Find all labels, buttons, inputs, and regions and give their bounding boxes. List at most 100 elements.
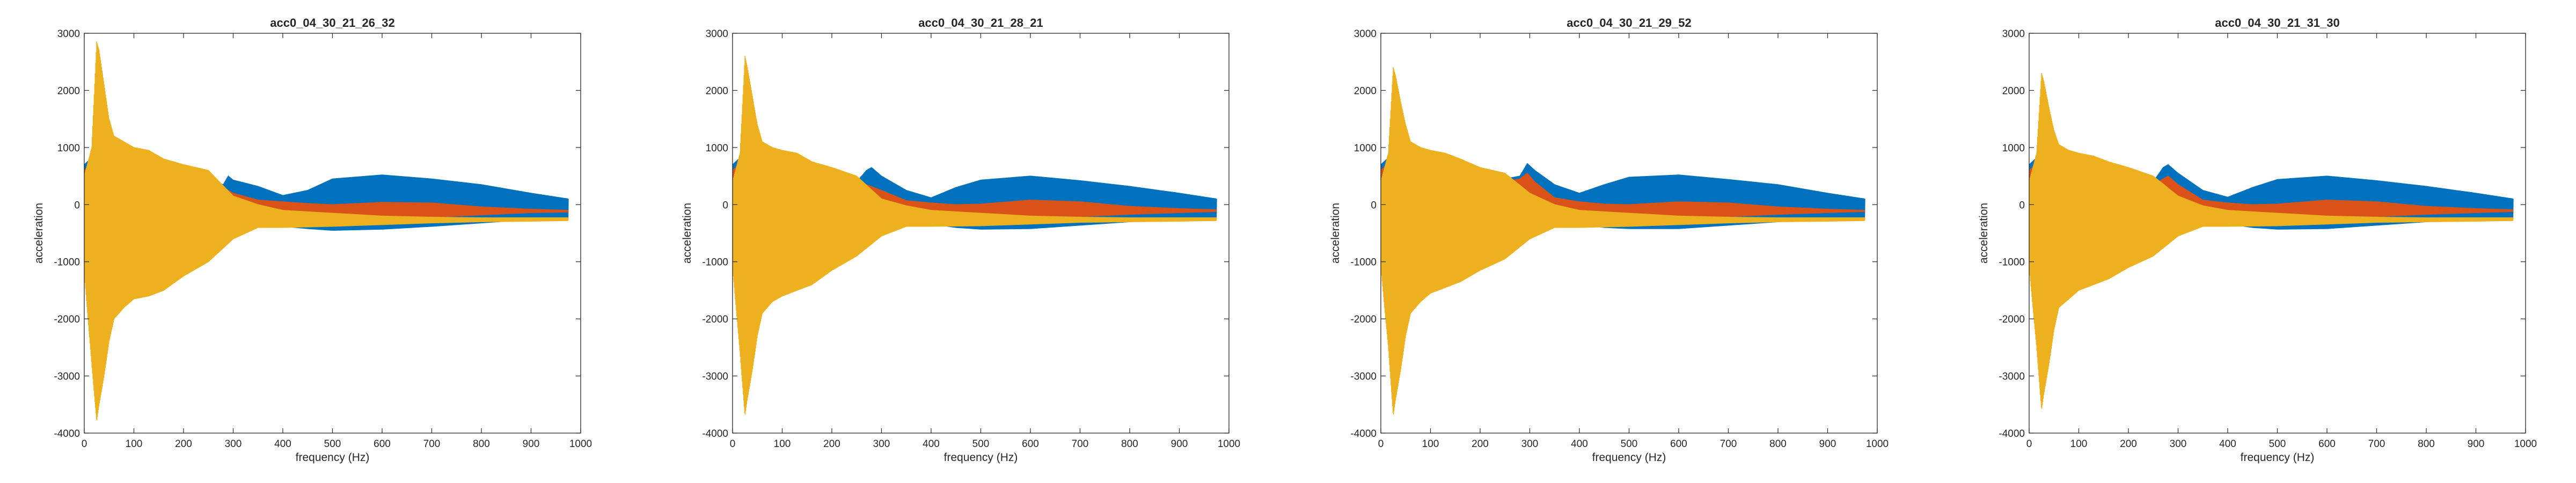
x-tick-label: 1000: [2514, 438, 2537, 450]
x-tick-label: 1000: [1218, 438, 1240, 450]
y-tick-label: 0: [2019, 200, 2025, 211]
y-axis-label: acceleration: [681, 203, 693, 264]
x-tick-label: 300: [225, 438, 242, 450]
y-tick-label: -1000: [54, 257, 80, 268]
y-tick-label: 1000: [57, 143, 80, 154]
y-tick-label: 0: [74, 200, 80, 211]
x-tick-label: 500: [324, 438, 341, 450]
x-tick-label: 700: [423, 438, 441, 450]
y-tick-label: -4000: [702, 428, 728, 440]
x-axis-label: frequency (Hz): [1592, 451, 1666, 464]
y-tick-label: -2000: [54, 314, 80, 325]
x-tick-label: 300: [2170, 438, 2187, 450]
x-tick-label: 400: [923, 438, 940, 450]
y-tick-label: -1000: [702, 257, 728, 268]
chart-title: acc0_04_30_21_29_52: [1567, 16, 1691, 30]
x-tick-label: 300: [1521, 438, 1539, 450]
x-tick-label: 100: [1422, 438, 1439, 450]
x-tick-label: 800: [473, 438, 490, 450]
x-tick-label: 0: [730, 438, 736, 450]
series-group: [2029, 72, 2514, 409]
y-tick-label: 3000: [2002, 28, 2025, 40]
subplot-1: 0 100 200 300 400 500 600 700 800 900 1000 -4000 -30…: [33, 16, 592, 464]
series-group: [733, 55, 1217, 415]
x-tick-label: 400: [2219, 438, 2236, 450]
y-axis-label: acceleration: [33, 203, 45, 264]
x-tick-label: 900: [523, 438, 540, 450]
y-tick-label: 3000: [1354, 28, 1377, 40]
chart-title: acc0_04_30_21_28_21: [918, 16, 1043, 30]
x-tick-label: 500: [1621, 438, 1638, 450]
x-tick-label: 200: [823, 438, 840, 450]
y-tick-label: -4000: [1350, 428, 1377, 440]
x-tick-label: 1000: [1866, 438, 1889, 450]
x-tick-label: 700: [2368, 438, 2385, 450]
x-tick-label: 800: [1769, 438, 1787, 450]
y-tick-label: -3000: [54, 371, 80, 383]
y-tick-label: 1000: [1354, 143, 1377, 154]
x-tick-label: 200: [175, 438, 192, 450]
y-tick-label: -2000: [1350, 314, 1377, 325]
y-tick-label: 2000: [706, 85, 728, 97]
x-tick-label: 600: [374, 438, 391, 450]
y-tick-label: -1000: [1350, 257, 1377, 268]
y-tick-label: 2000: [57, 85, 80, 97]
x-tick-label: 600: [1022, 438, 1039, 450]
x-tick-label: 800: [2418, 438, 2435, 450]
y-tick-label: -3000: [702, 371, 728, 383]
subplot-3: 0 100 200 300 400 500 600 700 800 900 1000 -4000 -30…: [1329, 16, 1889, 464]
x-tick-label: 200: [1472, 438, 1489, 450]
y-tick-label: 1000: [2002, 143, 2025, 154]
y-tick-label: 0: [1371, 200, 1377, 211]
x-tick-label: 100: [2070, 438, 2088, 450]
series-3-trace: [733, 55, 1217, 415]
x-tick-label: 400: [274, 438, 291, 450]
x-axis-label: frequency (Hz): [2241, 451, 2315, 464]
x-tick-label: 900: [2468, 438, 2485, 450]
x-tick-label: 1000: [569, 438, 592, 450]
y-tick-label: 0: [722, 200, 728, 211]
y-tick-label: -3000: [1350, 371, 1377, 383]
y-tick-label: 2000: [2002, 85, 2025, 97]
x-tick-label: 0: [2026, 438, 2032, 450]
subplot-2: 0 100 200 300 400 500 600 700 800 900 1000 -4000 -30…: [681, 16, 1240, 464]
x-tick-label: 300: [873, 438, 890, 450]
series-3-trace: [2029, 72, 2514, 409]
x-axis-label: frequency (Hz): [296, 451, 370, 464]
x-tick-label: 0: [1378, 438, 1384, 450]
series-3-trace: [1381, 67, 1865, 415]
series-group: [1381, 67, 1865, 415]
y-tick-label: 3000: [57, 28, 80, 40]
x-axis-label: frequency (Hz): [944, 451, 1018, 464]
y-tick-label: -4000: [54, 428, 80, 440]
y-tick-label: 3000: [706, 28, 728, 40]
y-axis-label: acceleration: [1978, 203, 1990, 264]
x-tick-label: 0: [82, 438, 87, 450]
y-tick-label: 1000: [706, 143, 728, 154]
x-tick-label: 600: [1670, 438, 1687, 450]
y-tick-label: -2000: [1999, 314, 2025, 325]
subplot-4: 0 100 200 300 400 500 600 700 800 900 1000 -4000 -30…: [1978, 16, 2537, 464]
y-tick-label: -3000: [1999, 371, 2025, 383]
series-group: [84, 41, 569, 421]
x-tick-label: 900: [1819, 438, 1836, 450]
x-tick-label: 400: [1571, 438, 1588, 450]
chart-title: acc0_04_30_21_26_32: [270, 16, 394, 30]
y-tick-label: 2000: [1354, 85, 1377, 97]
x-tick-label: 500: [2269, 438, 2286, 450]
y-tick-label: -2000: [702, 314, 728, 325]
y-tick-label: -1000: [1999, 257, 2025, 268]
x-tick-label: 700: [1072, 438, 1089, 450]
x-tick-label: 200: [2120, 438, 2137, 450]
x-tick-label: 700: [1720, 438, 1737, 450]
y-axis-label: acceleration: [1329, 203, 1342, 264]
series-3-trace: [84, 41, 569, 421]
x-tick-label: 800: [1121, 438, 1138, 450]
x-tick-label: 100: [774, 438, 791, 450]
x-tick-label: 600: [2318, 438, 2336, 450]
x-tick-label: 500: [972, 438, 990, 450]
y-tick-label: -4000: [1999, 428, 2025, 440]
x-tick-label: 900: [1171, 438, 1188, 450]
x-tick-label: 100: [126, 438, 143, 450]
